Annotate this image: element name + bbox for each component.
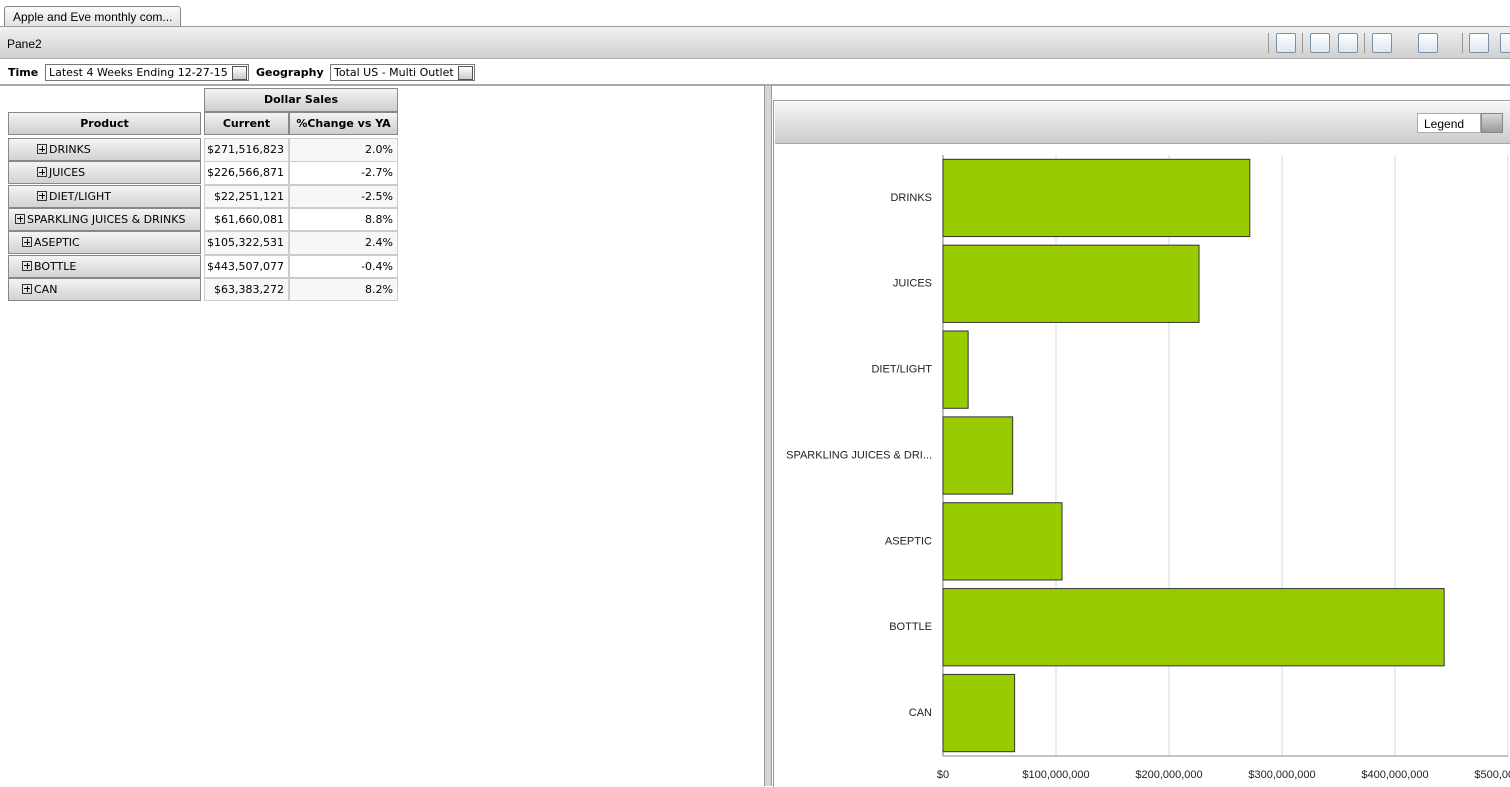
bar — [942, 244, 1200, 323]
current-cell: $61,660,081 — [204, 207, 289, 232]
change-cell: 2.4% — [289, 231, 398, 255]
expand-toggle[interactable] — [15, 213, 25, 224]
change-cell: -2.5% — [289, 184, 398, 209]
tab[interactable]: Apple and Eve monthly com... — [4, 6, 182, 27]
legend-dropdown[interactable]: Legend — [1417, 113, 1481, 133]
expand-toggle[interactable] — [22, 237, 32, 248]
current-cell: $443,507,077 — [204, 254, 289, 278]
bar — [942, 416, 1014, 495]
x-tick-label: $100,000,000 — [1022, 769, 1089, 781]
separator — [1268, 33, 1269, 53]
filter-row — [0, 60, 1510, 86]
column-header: %Change vs YA — [289, 112, 398, 135]
x-tick-label: $500,000,000 — [1474, 769, 1510, 781]
bar — [942, 158, 1251, 238]
filter-select[interactable]: Total US - Multi Outlet — [330, 64, 475, 81]
current-cell: $63,383,272 — [204, 277, 289, 302]
chart-header — [775, 102, 1510, 144]
separator — [1302, 33, 1303, 53]
filter-icon[interactable] — [1276, 33, 1296, 53]
expand-icon[interactable] — [1500, 33, 1510, 53]
sort-icon[interactable] — [1310, 33, 1330, 53]
x-tick-label: $0 — [937, 769, 949, 781]
product-cell: CAN — [8, 277, 201, 301]
tab-line — [0, 26, 1510, 27]
product-cell: SPARKLING JUICES & DRINKS — [8, 207, 201, 231]
product-name: BOTTLE — [34, 259, 77, 273]
product-name: DIET/LIGHT — [49, 189, 111, 203]
group-header: Dollar Sales — [204, 88, 398, 112]
expand-toggle[interactable] — [37, 167, 47, 178]
column-header: Current — [204, 112, 289, 135]
filter-select[interactable]: Latest 4 Weeks Ending 12-27-15 — [45, 64, 249, 81]
grid-icon[interactable] — [1418, 33, 1438, 53]
change-cell: 2.0% — [289, 138, 398, 162]
product-name: DRINKS — [49, 143, 91, 156]
product-cell: DRINKS — [8, 138, 201, 161]
layout-icon[interactable] — [1338, 33, 1358, 53]
legend-arrow[interactable] — [1481, 113, 1503, 133]
y-tick-label: SPARKLING JUICES & DRI... — [786, 449, 932, 461]
product-name: CAN — [34, 282, 58, 296]
product-name: ASEPTIC — [34, 236, 80, 250]
chart-frame — [773, 100, 1510, 787]
y-tick-label: JUICES — [893, 278, 932, 290]
splitter[interactable] — [764, 86, 772, 786]
expand-toggle[interactable] — [22, 283, 32, 294]
product-cell: JUICES — [8, 161, 201, 185]
bar — [942, 673, 1016, 753]
current-cell: $271,516,823 — [204, 138, 289, 162]
chart: $0 $100,000,000 $200,000,000 $300,000,000 $4… — [786, 155, 1510, 781]
current-cell: $22,251,121 — [204, 184, 289, 209]
expand-toggle[interactable] — [37, 190, 47, 201]
info-icon[interactable] — [1469, 33, 1489, 53]
y-tick-label: ASEPTIC — [885, 535, 932, 547]
bar — [942, 330, 969, 409]
column-header: Product — [8, 112, 201, 135]
product-name: SPARKLING JUICES & DRINKS — [27, 212, 186, 226]
change-cell: 8.8% — [289, 207, 398, 232]
expand-toggle[interactable] — [22, 260, 32, 271]
separator — [1364, 33, 1365, 53]
y-tick-label: DRINKS — [890, 192, 932, 204]
x-tick-label: $200,000,000 — [1135, 769, 1202, 781]
filter-label: Time — [8, 66, 39, 79]
x-tick-label: $400,000,000 — [1361, 769, 1428, 781]
product-cell: BOTTLE — [8, 254, 201, 278]
pane-header — [0, 27, 1510, 59]
product-name: JUICES — [49, 166, 86, 180]
y-tick-label: DIET/LIGHT — [871, 364, 932, 376]
y-tick-label: CAN — [909, 707, 932, 719]
change-cell: 8.2% — [289, 277, 398, 302]
filter-label: Geography — [256, 66, 324, 79]
change-cell: -2.7% — [289, 161, 398, 185]
x-tick-label: $300,000,000 — [1248, 769, 1315, 781]
bar — [942, 588, 1445, 667]
expand-toggle[interactable] — [37, 144, 47, 154]
y-tick-label: BOTTLE — [889, 621, 932, 633]
product-cell: DIET/LIGHT — [8, 184, 201, 208]
current-cell: $105,322,531 — [204, 231, 289, 255]
current-cell: $226,566,871 — [204, 161, 289, 185]
product-cell: ASEPTIC — [8, 231, 201, 255]
separator — [1462, 33, 1463, 53]
change-cell: -0.4% — [289, 254, 398, 278]
sum-icon[interactable] — [1372, 33, 1392, 53]
bar — [942, 502, 1063, 581]
pane-title: Pane2 — [7, 37, 42, 51]
